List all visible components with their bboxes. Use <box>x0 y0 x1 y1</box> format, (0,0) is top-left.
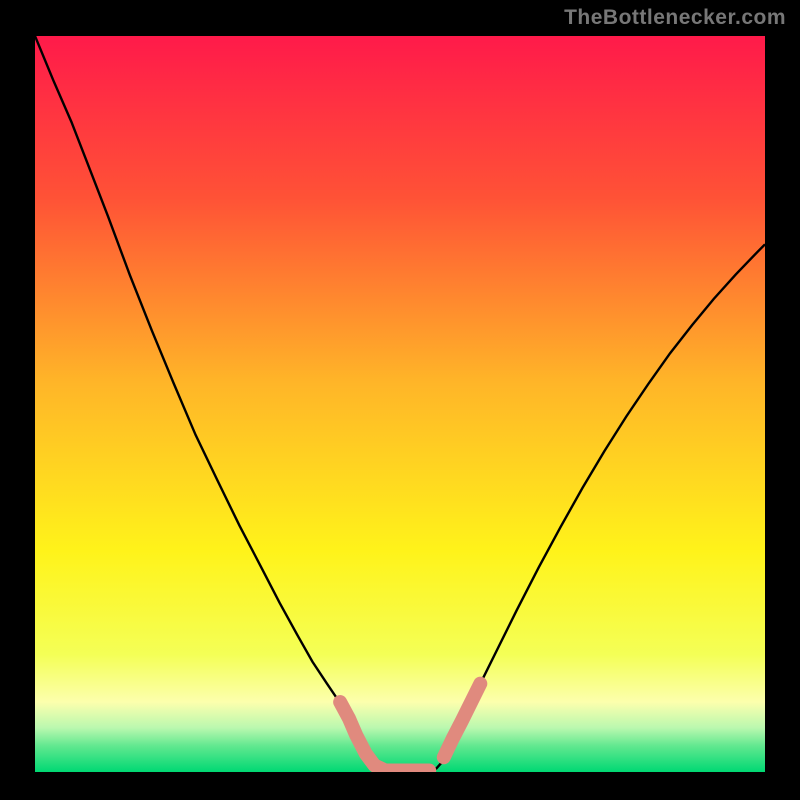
watermark-label: TheBottlenecker.com <box>564 6 786 30</box>
plot-background <box>35 36 765 772</box>
chart-frame: TheBottlenecker.com <box>0 0 800 800</box>
plot-area <box>35 36 765 772</box>
